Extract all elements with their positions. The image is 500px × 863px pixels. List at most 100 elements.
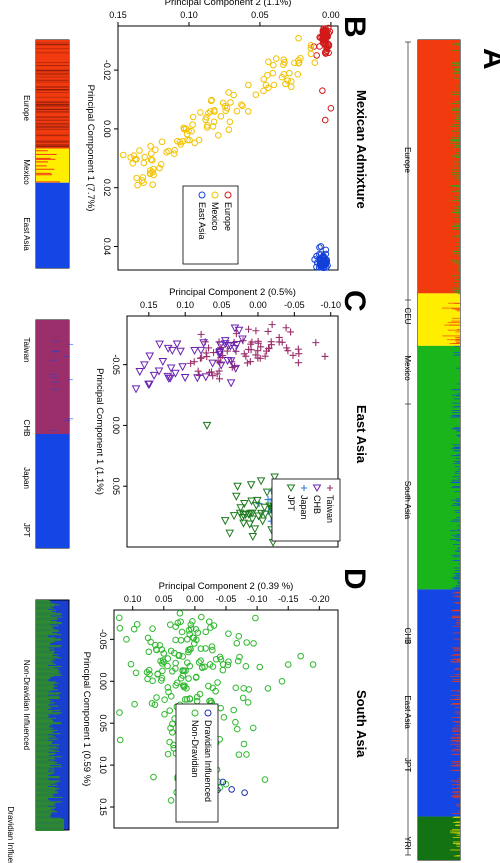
bar-streak (451, 130, 460, 132)
x-axis-label: Principal Component 1 (1.1%) (94, 368, 105, 495)
bar-streak (454, 669, 460, 670)
bar-streak (457, 200, 460, 202)
bar-streak (455, 573, 460, 575)
x-axis-label: Principal Component 1 (7.7%) (85, 85, 96, 212)
x-tick-label: 0.10 (98, 756, 108, 774)
bar-streak (456, 804, 460, 805)
data-point (191, 139, 198, 147)
data-point (202, 628, 210, 636)
data-point (319, 87, 326, 94)
legend-marker (204, 709, 212, 717)
bar-streak (36, 814, 51, 816)
data-point (161, 711, 168, 718)
data-point (186, 695, 194, 702)
bar-streak (450, 538, 460, 540)
bar-streak (455, 570, 460, 571)
bar-streak (36, 129, 69, 130)
bar-streak (36, 684, 54, 686)
bar-streak (36, 667, 55, 669)
data-point (238, 335, 247, 344)
legend-label: Dravidian Influenced (203, 720, 213, 802)
data-point (282, 80, 289, 88)
bar-streak (455, 591, 460, 593)
bar-streak (36, 604, 60, 606)
bar-streak (36, 619, 52, 621)
legend-label: Mexico (210, 202, 220, 231)
bar-streak (455, 623, 460, 625)
y-axis-label: Principal Component 2 (0.39 %) (159, 581, 294, 592)
legend-frame (175, 703, 219, 823)
bar-streak (455, 622, 460, 623)
data-point (198, 663, 206, 671)
bar-streak (454, 648, 460, 650)
data-point (202, 645, 209, 652)
bar-streak (36, 724, 53, 726)
bar-streak (452, 727, 460, 729)
data-point (327, 105, 335, 112)
bar-streak (36, 157, 51, 159)
data-point (211, 107, 218, 114)
bar-streak (457, 462, 460, 463)
data-point (158, 674, 166, 682)
data-point (321, 32, 329, 40)
data-point (265, 345, 273, 353)
bar-streak (457, 583, 460, 584)
bar-streak (36, 663, 57, 665)
y-tick-label: 0.00 (322, 10, 340, 20)
data-point (268, 321, 276, 329)
bar-streak (442, 335, 460, 337)
bar-streak (36, 158, 56, 160)
data-point (201, 663, 208, 671)
data-point (194, 629, 202, 636)
data-point (214, 679, 221, 686)
bar-streak (456, 241, 460, 243)
bar-streak (36, 656, 58, 658)
bar-streak (36, 181, 61, 183)
bar-streak (36, 801, 62, 803)
data-point (149, 625, 156, 632)
data-point (219, 666, 227, 674)
bar-streak (36, 752, 56, 754)
bar-streak (457, 328, 460, 330)
data-point (322, 261, 329, 268)
data-point (219, 778, 227, 786)
bar-streak (452, 843, 460, 844)
data-point (294, 359, 302, 367)
bar-streak (36, 89, 69, 90)
data-point (252, 614, 259, 622)
bar-streak (452, 577, 460, 579)
bar-streak (457, 529, 460, 530)
bar-streak (452, 486, 460, 487)
data-point (172, 659, 179, 667)
data-point (254, 337, 262, 345)
bar-streak (453, 503, 460, 505)
bar-streak (456, 255, 460, 257)
panel-a: A Europe CEU Mexico South Asia CHB East Asia J… (403, 39, 500, 861)
data-point (245, 81, 252, 89)
data-point (154, 670, 162, 678)
bar-streak (452, 291, 460, 293)
bar-streak (451, 172, 460, 173)
data-point (227, 99, 234, 106)
bar-streak (36, 791, 59, 793)
bar-streak (36, 623, 62, 625)
data-point (312, 339, 320, 347)
bar-streak (451, 479, 460, 481)
bar-streak (36, 111, 69, 113)
bar-streak (36, 123, 69, 124)
bar-streak (456, 748, 460, 750)
bar-streak (451, 609, 460, 611)
plot-frame (117, 25, 339, 271)
bar-streak (36, 657, 61, 659)
bar-streak (457, 691, 460, 693)
data-point (187, 359, 195, 367)
bar-streak (454, 263, 460, 265)
bar-streak (36, 747, 59, 749)
data-point (193, 636, 200, 644)
bar-streak (456, 504, 460, 505)
bar-label: Europe (403, 147, 412, 173)
data-point (183, 696, 191, 703)
bar-streak (36, 792, 58, 794)
bar-streak (451, 65, 460, 66)
